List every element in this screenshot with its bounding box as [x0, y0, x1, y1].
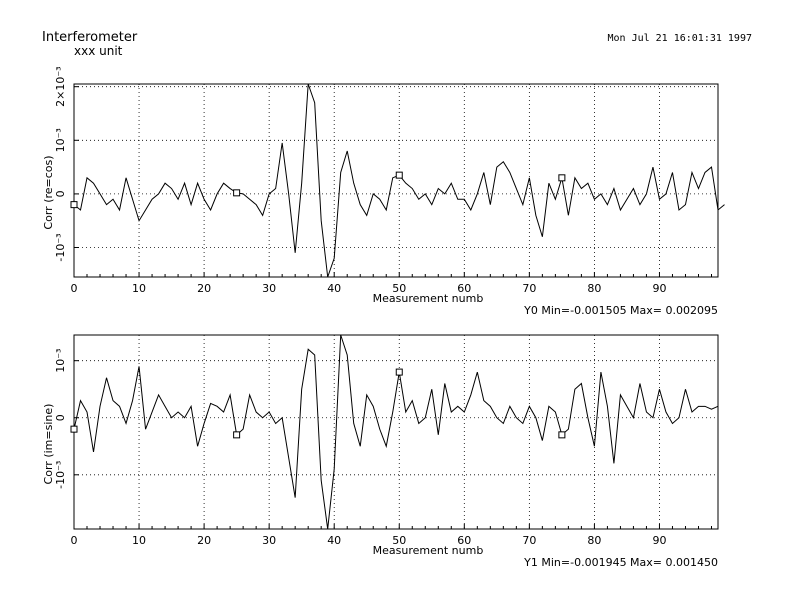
- x-tick-label: 20: [197, 282, 211, 295]
- y-tick-label: 10⁻³: [54, 128, 67, 152]
- x-tick-label: 0: [71, 282, 78, 295]
- plot-title: Interferometer: [42, 30, 138, 45]
- y-tick-label: -10⁻³: [54, 233, 67, 261]
- x-tick-label: 50: [392, 282, 406, 295]
- y-tick-label: 10⁻³: [54, 349, 67, 373]
- x-tick-label: 10: [132, 534, 146, 547]
- data-marker: [558, 431, 566, 439]
- data-marker: [395, 171, 403, 179]
- data-marker: [233, 189, 241, 197]
- x-tick-label: 90: [652, 282, 666, 295]
- y-tick-label: 2×10⁻³: [54, 66, 67, 106]
- x-tick-label: 90: [652, 534, 666, 547]
- x-tick-label: 50: [392, 534, 406, 547]
- x-tick-label: 40: [327, 534, 341, 547]
- x-axis-label: Measurement numb: [373, 544, 484, 557]
- min-max-readout: Y1 Min=-0.001945 Max= 0.001450: [523, 556, 718, 569]
- x-tick-label: 30: [262, 534, 276, 547]
- x-tick-label: 80: [587, 282, 601, 295]
- min-max-readout: Y0 Min=-0.001505 Max= 0.002095: [523, 304, 718, 317]
- timestamp: Mon Jul 21 16:01:31 1997: [607, 33, 753, 44]
- data-marker: [70, 201, 78, 209]
- x-tick-label: 0: [71, 534, 78, 547]
- y-tick-label: -10⁻³: [54, 461, 67, 489]
- chart-panel-1: 0 10 20 30 40 50 60 70 80 90 -10⁻³ 0 10⁻³ Measurement…: [42, 334, 719, 569]
- data-marker: [395, 368, 403, 376]
- plot-subtitle: xxx unit: [74, 44, 123, 58]
- plot-frame: [73, 334, 719, 530]
- y-tick-label: 0: [54, 414, 67, 421]
- x-tick-label: 80: [587, 534, 601, 547]
- x-axis-label: Measurement numb: [373, 292, 484, 305]
- x-tick-label: 70: [522, 282, 536, 295]
- x-tick-label: 40: [327, 282, 341, 295]
- x-tick-label: 10: [132, 282, 146, 295]
- data-marker: [70, 425, 78, 433]
- x-tick-label: 60: [457, 282, 471, 295]
- x-tick-label: 30: [262, 282, 276, 295]
- x-tick-label: 60: [457, 534, 471, 547]
- y-tick-label: 0: [54, 190, 67, 197]
- y-axis-label: Corr (re=cos): [42, 155, 55, 229]
- series-line-0: [73, 334, 719, 530]
- data-marker: [233, 431, 241, 439]
- data-marker: [558, 174, 566, 182]
- plot-frame: [73, 83, 719, 278]
- chart-panel-0: 0 10 20 30 40 50 60 70 80 90 -10⁻³ 0 10⁻³ 2×10⁻³ Measu…: [42, 66, 725, 317]
- x-tick-label: 70: [522, 534, 536, 547]
- y-axis-label: Corr (im=sine): [42, 404, 55, 485]
- x-tick-label: 20: [197, 534, 211, 547]
